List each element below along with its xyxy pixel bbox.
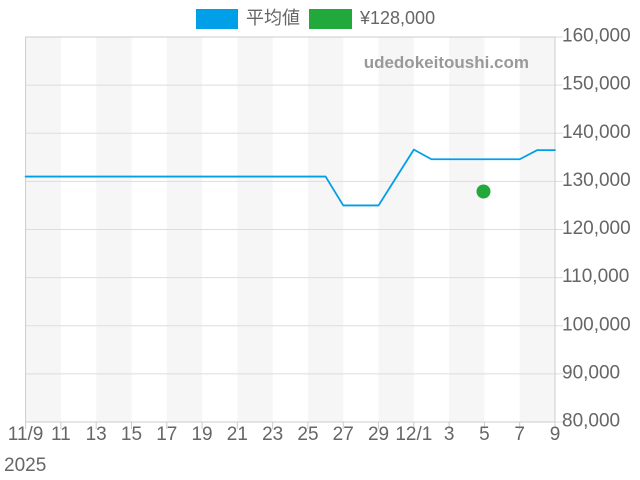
svg-text:11: 11 <box>51 424 71 445</box>
svg-text:21: 21 <box>227 424 248 445</box>
svg-text:5: 5 <box>479 424 490 445</box>
svg-text:12/1: 12/1 <box>395 424 432 445</box>
svg-text:130,000: 130,000 <box>562 170 631 191</box>
svg-text:15: 15 <box>121 424 142 445</box>
svg-text:90,000: 90,000 <box>562 362 620 383</box>
svg-text:27: 27 <box>333 424 354 445</box>
svg-text:19: 19 <box>191 424 212 445</box>
svg-text:7: 7 <box>514 424 525 445</box>
svg-text:2025: 2025 <box>4 455 46 476</box>
svg-text:29: 29 <box>368 424 389 445</box>
svg-text:平均値: 平均値 <box>246 8 300 28</box>
svg-text:110,000: 110,000 <box>562 266 629 287</box>
svg-text:9: 9 <box>550 424 561 445</box>
svg-text:100,000: 100,000 <box>562 314 631 335</box>
svg-text:25: 25 <box>297 424 318 445</box>
svg-text:11/9: 11/9 <box>8 424 44 445</box>
svg-text:23: 23 <box>262 424 283 445</box>
svg-text:17: 17 <box>156 424 177 445</box>
svg-text:140,000: 140,000 <box>562 122 631 143</box>
svg-text:udedokeitoushi.com: udedokeitoushi.com <box>364 53 529 72</box>
svg-text:3: 3 <box>444 424 455 445</box>
svg-text:13: 13 <box>86 424 107 445</box>
svg-text:120,000: 120,000 <box>562 218 631 239</box>
svg-text:150,000: 150,000 <box>562 74 631 95</box>
svg-text:¥128,000: ¥128,000 <box>359 8 435 28</box>
svg-text:160,000: 160,000 <box>562 26 631 47</box>
svg-text:80,000: 80,000 <box>562 411 620 432</box>
